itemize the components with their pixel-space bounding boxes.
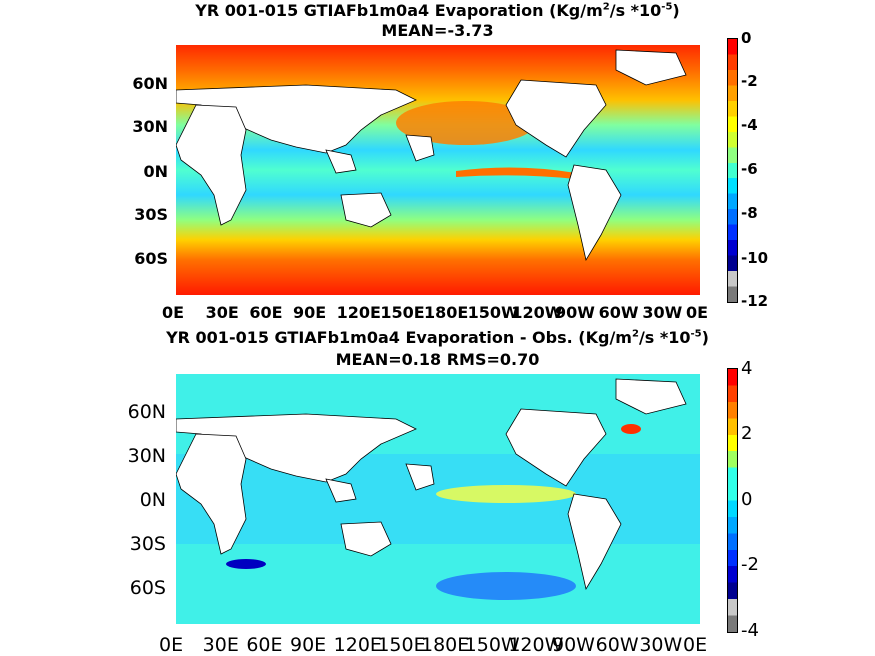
panel1-cb-m2: -2 xyxy=(741,72,758,90)
lon-label: 90E xyxy=(293,303,327,322)
lon-label: 150W xyxy=(467,303,519,322)
panel1-title: YR 001-015 GTIAFb1m0a4 Evaporation (Kg/m… xyxy=(195,1,680,20)
panel1-subtitle: MEAN=-3.73 xyxy=(381,21,494,40)
panel2-cb-m2: -2 xyxy=(741,554,759,575)
ocean-field xyxy=(176,45,700,295)
panel1-cb-m10: -10 xyxy=(741,249,769,267)
diff-equator-positive xyxy=(436,485,576,503)
panel1-cb-m12: -12 xyxy=(741,292,769,310)
lon-label: 60W xyxy=(598,303,639,322)
panel2-lat-60s: 60S xyxy=(129,577,166,599)
panel1-lat-30s: 30S xyxy=(134,205,168,224)
diff-gulf-stream-positive xyxy=(621,424,641,434)
panel1-cb-m6: -6 xyxy=(741,160,758,178)
panel1-map xyxy=(176,45,700,295)
lon-label: 60E xyxy=(246,634,283,656)
panel2-cb-m4: -4 xyxy=(741,620,759,641)
panel2-lat-30n: 30N xyxy=(127,445,166,467)
lon-label: 150E xyxy=(380,303,425,322)
lon-label: 90W xyxy=(552,634,595,656)
panel2-title: YR 001-015 GTIAFb1m0a4 Evaporation - Obs… xyxy=(166,328,709,347)
lon-label: 120W xyxy=(508,634,564,656)
panel1-cb-m4: -4 xyxy=(741,116,758,134)
lon-label: 30W xyxy=(642,303,683,322)
panel2-cb-4: 4 xyxy=(741,358,753,379)
panel1-colorbar xyxy=(727,38,738,303)
lon-label: 0E xyxy=(159,634,184,656)
lon-label: 60W xyxy=(595,634,639,656)
panel2-lat-60n: 60N xyxy=(127,401,166,423)
lon-label: 120W xyxy=(511,303,563,322)
panel1-cb-m8: -8 xyxy=(741,204,758,222)
north-pacific-tongue xyxy=(396,101,536,145)
equatorial-band xyxy=(456,167,576,179)
lon-label: 150W xyxy=(464,634,520,656)
panel2-cb-2: 2 xyxy=(741,423,753,444)
panel2-lat-0n: 0N xyxy=(139,489,166,511)
lon-label: 120E xyxy=(336,303,381,322)
lon-label: 90W xyxy=(555,303,595,322)
lon-label: 180E xyxy=(421,634,470,656)
panel1-lat-60s: 60S xyxy=(134,249,168,268)
diff-tropics xyxy=(176,454,700,544)
lon-label: 60E xyxy=(249,303,283,322)
panel2-lat-30s: 30S xyxy=(129,533,166,555)
lon-label: 120E xyxy=(333,634,382,656)
diff-south-indian-negative xyxy=(226,559,266,569)
lon-label: 0E xyxy=(683,634,708,656)
lon-label: 0E xyxy=(162,303,185,322)
lon-label: 150E xyxy=(377,634,426,656)
lon-label: 30W xyxy=(639,634,683,656)
lon-label: 0E xyxy=(686,303,709,322)
lon-label: 90E xyxy=(290,634,327,656)
panel1-lat-30n: 30N xyxy=(132,117,168,136)
panel2-map xyxy=(176,374,700,624)
lon-label: 180E xyxy=(424,303,469,322)
lon-label: 30E xyxy=(202,634,239,656)
lon-label: 30E xyxy=(205,303,239,322)
diff-south-negative xyxy=(436,572,576,600)
continents xyxy=(176,49,687,262)
panel1-lat-60n: 60N xyxy=(132,74,168,93)
panel1-cb-0: 0 xyxy=(741,29,752,47)
continents-2 xyxy=(176,378,687,591)
panel2-cb-0: 0 xyxy=(741,489,753,510)
panel2-colorbar xyxy=(727,368,738,633)
panel1-lat-0n: 0N xyxy=(143,162,168,181)
panel2-subtitle: MEAN=0.18 RMS=0.70 xyxy=(335,350,540,369)
